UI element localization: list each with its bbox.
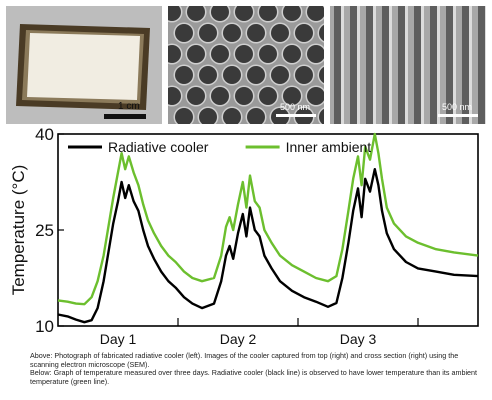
stripe-groove	[462, 6, 469, 124]
pore	[235, 87, 253, 105]
pore	[307, 6, 324, 21]
stripe-ridge	[469, 6, 472, 124]
pore	[223, 108, 241, 124]
sem-cross-section: 500 nm	[330, 6, 486, 124]
sem-cross-scale-label: 500 nm	[442, 102, 473, 112]
pore	[199, 66, 217, 84]
y-tick-label: 10	[35, 317, 54, 336]
pore	[307, 45, 324, 63]
pore	[168, 87, 181, 105]
caption-above: Above: Photograph of fabricated radiativ…	[30, 351, 459, 369]
x-axis: Day 1 Day 2 Day 3	[100, 331, 377, 347]
pore	[259, 45, 277, 63]
stripe-groove	[334, 6, 341, 124]
stripe-ridge	[421, 6, 424, 124]
legend: Radiative cooler Inner ambient	[68, 139, 371, 155]
sem-cross-section-image	[330, 6, 486, 124]
legend-label: Inner ambient	[286, 139, 372, 155]
cooler-photograph: 1 cm	[6, 6, 162, 124]
photo-row: 1 cm 500 nm 500 nm	[6, 6, 486, 124]
legend-label: Radiative cooler	[108, 139, 209, 155]
stripe-groove	[478, 6, 485, 124]
sem-top-scale-label: 500 nm	[280, 102, 311, 112]
x-tick-label: Day 3	[340, 331, 377, 347]
pore	[223, 66, 241, 84]
series-layer	[57, 132, 479, 324]
stripe-groove	[382, 6, 389, 124]
stripe-ridge	[389, 6, 392, 124]
stripe-groove	[366, 6, 373, 124]
pore	[247, 24, 265, 42]
y-axis: 10 25 40	[35, 126, 64, 336]
pore	[319, 108, 324, 124]
pore	[319, 24, 324, 42]
pore	[175, 108, 193, 124]
stripe-ridge	[453, 6, 456, 124]
pore	[247, 108, 265, 124]
pore	[271, 66, 289, 84]
pore	[187, 87, 205, 105]
pore	[259, 87, 277, 105]
x-tick-label: Day 2	[220, 331, 257, 347]
pore	[175, 24, 193, 42]
figure-caption: Above: Photograph of fabricated radiativ…	[30, 351, 486, 386]
pore	[247, 66, 265, 84]
stripe-groove	[398, 6, 405, 124]
pore	[259, 6, 277, 21]
sem-top-view: 500 nm	[168, 6, 324, 124]
series-line-radiative-cooler	[57, 168, 479, 324]
stripe-ridge	[485, 6, 486, 124]
pore	[307, 87, 324, 105]
pore	[271, 24, 289, 42]
pore-pattern	[168, 6, 324, 124]
pore	[211, 6, 229, 21]
pore	[211, 45, 229, 63]
pore	[199, 108, 217, 124]
pore	[235, 6, 253, 21]
plot-area	[57, 133, 479, 327]
pore	[187, 6, 205, 21]
pore	[295, 24, 313, 42]
y-axis-label: Temperature (°C)	[9, 165, 28, 296]
stripe-groove	[414, 6, 421, 124]
pore	[283, 45, 301, 63]
pore	[283, 87, 301, 105]
sem-top-view-image	[168, 6, 324, 124]
stripe-groove	[350, 6, 357, 124]
pore	[295, 66, 313, 84]
y-tick-label: 25	[35, 221, 54, 240]
pore	[187, 45, 205, 63]
x-tick-label: Day 1	[100, 331, 137, 347]
pore	[211, 87, 229, 105]
stripe-groove	[446, 6, 453, 124]
pore	[283, 6, 301, 21]
pore	[223, 24, 241, 42]
stripe-ridge	[373, 6, 376, 124]
pore	[235, 45, 253, 63]
caption-below: Below: Graph of temperature measured ove…	[30, 368, 478, 386]
stripe-ridge	[357, 6, 360, 124]
cross-section-stripes	[334, 6, 486, 124]
stripe-ridge	[437, 6, 440, 124]
stripe-ridge	[405, 6, 408, 124]
stripe-groove	[430, 6, 437, 124]
pore	[168, 45, 181, 63]
series-line-inner-ambient	[57, 132, 479, 306]
pore	[175, 66, 193, 84]
day-dividers	[177, 318, 419, 326]
pore	[168, 6, 181, 21]
y-tick-label: 40	[35, 126, 54, 144]
pore	[199, 24, 217, 42]
stripe-ridge	[341, 6, 344, 124]
cooler-sample-image	[6, 6, 162, 124]
photo-scale-label: 1 cm	[118, 101, 140, 112]
pore	[319, 66, 324, 84]
